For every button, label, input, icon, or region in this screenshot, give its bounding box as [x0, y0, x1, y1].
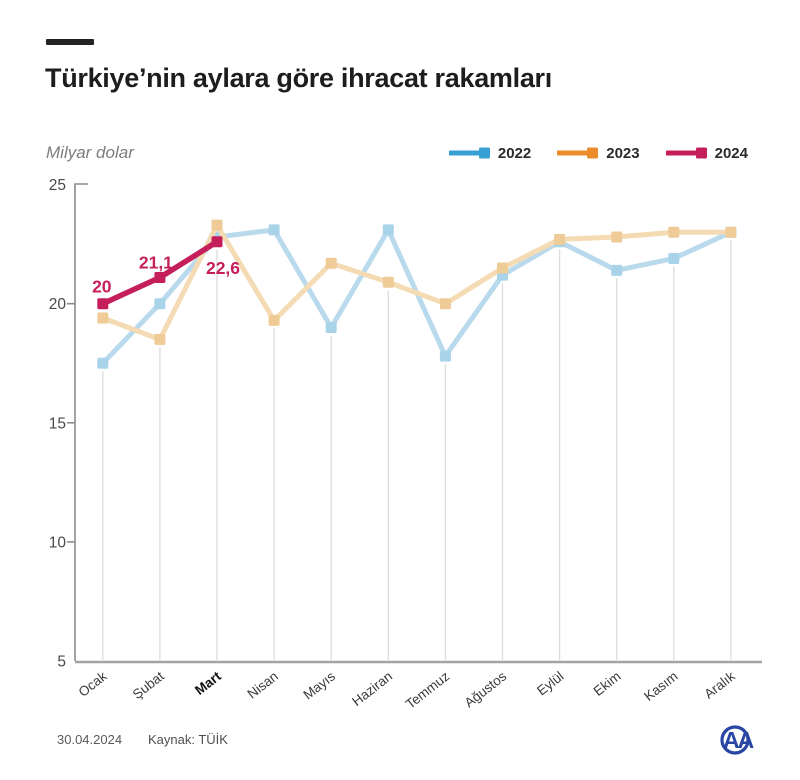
y-axis-unit-label: Milyar dolar	[46, 143, 134, 162]
y-tick-label: 15	[49, 415, 66, 432]
meta-row: Milyar dolar 2022 2023	[46, 143, 748, 163]
source-label: Kaynak: TÜİK	[148, 732, 228, 747]
series-marker-2022	[668, 252, 680, 264]
brand-dash	[46, 39, 94, 45]
x-tick-label-Eylül: Eylül	[534, 669, 566, 699]
series-marker-2023	[725, 226, 737, 238]
series-marker-2022	[439, 350, 451, 362]
series-marker-2024	[154, 271, 166, 283]
legend-label-2023: 2023	[606, 144, 640, 162]
series-marker-2022	[382, 224, 394, 236]
legend-marker-2022-icon	[448, 147, 490, 159]
x-tick-label-Şubat: Şubat	[130, 668, 167, 702]
y-tick-label: 10	[49, 534, 67, 551]
series-marker-2023	[211, 219, 223, 231]
point-label-2024-Şubat: 21,1	[139, 252, 173, 272]
series-marker-2023	[268, 314, 280, 326]
series-marker-2022	[97, 357, 109, 369]
page-title: Türkiye’nin aylara göre ihracat rakamlar…	[45, 63, 552, 93]
x-tick-label-Mayıs: Mayıs	[300, 668, 338, 702]
series-line-2022	[100, 227, 734, 366]
series-marker-2023	[325, 257, 337, 269]
series-line-2023	[100, 222, 734, 342]
legend-item-2024: 2024	[665, 144, 748, 162]
date-label: 30.04.2024	[57, 732, 123, 747]
y-tick-label: 20	[49, 296, 67, 313]
series-marker-2023	[554, 233, 566, 245]
legend-label-2022: 2022	[497, 144, 532, 162]
legend-label-2024: 2024	[714, 144, 748, 162]
series-marker-2024	[211, 236, 223, 248]
series-marker-2022	[325, 322, 337, 334]
series-marker-2022	[154, 298, 166, 310]
x-tick-label-Mart: Mart	[192, 668, 224, 698]
legend: 2022 2023 2024	[448, 144, 748, 162]
y-tick-label: 25	[49, 177, 66, 194]
series-marker-2023	[611, 231, 623, 243]
legend-marker-2023-icon	[557, 147, 599, 159]
x-tick-label-Ağustos: Ağustos	[462, 668, 510, 710]
x-tick-label-Haziran: Haziran	[349, 669, 395, 709]
x-tick-label-Kasım: Kasım	[641, 669, 680, 704]
series-marker-2023	[97, 312, 109, 324]
series-marker-2022	[611, 264, 623, 276]
legend-marker-2024-icon	[665, 147, 707, 159]
x-tick-label-Nisan: Nisan	[245, 669, 281, 702]
series-marker-2023	[439, 298, 451, 310]
point-label-2024-Mart: 22,6	[206, 258, 240, 278]
legend-item-2022: 2022	[448, 144, 532, 162]
x-tick-label-Ekim: Ekim	[591, 669, 624, 699]
y-tick-label: 5	[57, 654, 66, 671]
x-tick-label-Ocak: Ocak	[76, 668, 110, 699]
series-marker-2023	[668, 226, 680, 238]
series-marker-2022	[268, 224, 280, 236]
series-marker-2023	[382, 276, 394, 288]
x-tick-label-Temmuz: Temmuz	[403, 668, 453, 711]
legend-item-2023: 2023	[557, 144, 640, 162]
y-axis-line	[74, 183, 88, 661]
series-marker-2023	[497, 262, 508, 274]
series-marker-2024	[97, 298, 109, 310]
svg-text:AA: AA	[723, 727, 754, 753]
aa-agency-logo: AA	[720, 725, 756, 755]
series-marker-2023	[154, 333, 166, 345]
x-tick-label-Aralık: Aralık	[701, 668, 738, 701]
point-label-2024-Ocak: 20	[92, 277, 112, 297]
